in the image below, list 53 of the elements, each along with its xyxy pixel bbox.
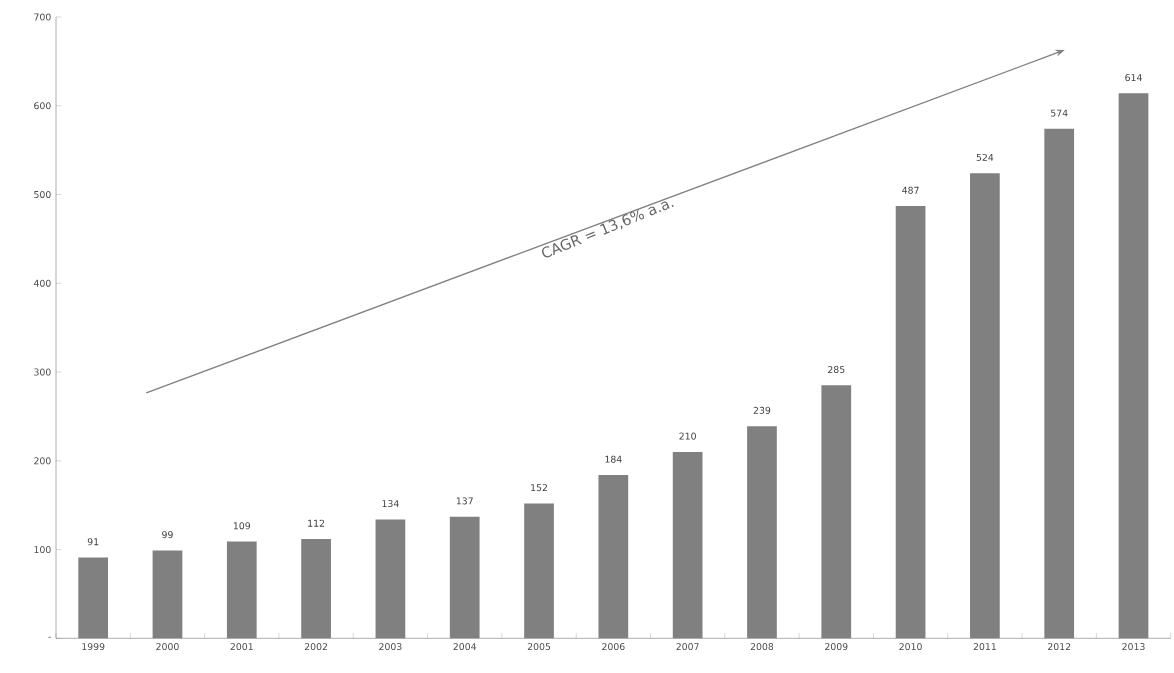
bar bbox=[375, 519, 406, 639]
x-tick-label: 2001 bbox=[230, 643, 253, 651]
bar bbox=[226, 541, 257, 639]
x-tick-label: 2005 bbox=[527, 643, 551, 651]
x-tick-label: 2002 bbox=[304, 643, 328, 651]
data-label: 524 bbox=[976, 153, 994, 161]
bar bbox=[598, 475, 629, 639]
x-tick-label: 2010 bbox=[899, 643, 922, 651]
x-tick-label: 2000 bbox=[156, 643, 179, 651]
x-tick-label: 1999 bbox=[82, 643, 105, 651]
bar bbox=[1044, 128, 1075, 639]
data-label: 112 bbox=[308, 519, 325, 527]
x-tick-label: 2003 bbox=[379, 643, 402, 651]
bar bbox=[672, 451, 703, 639]
data-label: 184 bbox=[605, 455, 622, 463]
bar bbox=[449, 516, 480, 639]
bar bbox=[821, 385, 852, 639]
data-label: 109 bbox=[233, 522, 251, 530]
y-tick-label: 500 bbox=[34, 190, 51, 199]
bar bbox=[152, 550, 183, 639]
x-tick-label: 2009 bbox=[825, 643, 848, 651]
x-tick-label: 2004 bbox=[453, 643, 477, 651]
data-label: 137 bbox=[456, 497, 473, 505]
y-tick-label: 100 bbox=[34, 546, 51, 554]
data-label: 285 bbox=[828, 366, 845, 374]
data-label: 574 bbox=[1051, 109, 1068, 117]
y-tick-label: 300 bbox=[34, 368, 51, 376]
x-tick-label: 2007 bbox=[676, 643, 699, 651]
y-tick-label: 400 bbox=[33, 279, 51, 287]
data-label: 614 bbox=[1125, 74, 1142, 82]
bar bbox=[747, 426, 777, 639]
bar bbox=[524, 503, 554, 639]
x-tick-label: 2013 bbox=[1122, 643, 1145, 651]
y-tick-label: 200 bbox=[34, 457, 51, 465]
y-tick-label: 600 bbox=[34, 102, 51, 110]
data-label: 152 bbox=[531, 484, 547, 492]
data-label: 239 bbox=[753, 406, 771, 414]
bar bbox=[895, 206, 926, 639]
bar bbox=[301, 538, 331, 639]
y-tick-label: - bbox=[48, 636, 51, 638]
bar bbox=[1118, 93, 1149, 639]
data-label: 210 bbox=[679, 432, 696, 440]
data-label: 134 bbox=[382, 500, 399, 508]
data-label: 99 bbox=[162, 531, 173, 539]
x-tick-label: 2011 bbox=[973, 643, 996, 651]
data-label: 487 bbox=[902, 186, 919, 194]
y-tick-label: 700 bbox=[34, 13, 51, 21]
x-tick-label: 2006 bbox=[602, 643, 625, 651]
x-tick-label: 2008 bbox=[750, 643, 774, 651]
bar bbox=[970, 173, 1000, 639]
bar bbox=[78, 557, 109, 639]
data-label: 91 bbox=[87, 538, 99, 546]
x-tick-label: 2012 bbox=[1048, 643, 1071, 651]
